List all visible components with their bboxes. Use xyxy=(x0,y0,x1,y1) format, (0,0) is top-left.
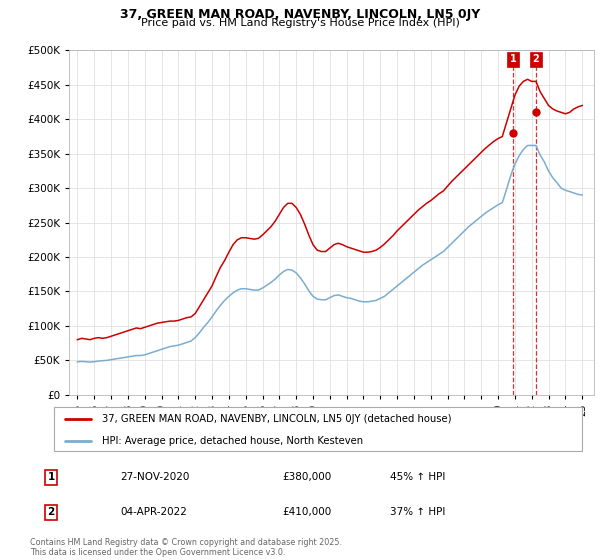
Text: 2: 2 xyxy=(533,54,539,64)
Text: 45% ↑ HPI: 45% ↑ HPI xyxy=(390,472,445,482)
Text: 1: 1 xyxy=(47,472,55,482)
Text: £380,000: £380,000 xyxy=(282,472,331,482)
Text: HPI: Average price, detached house, North Kesteven: HPI: Average price, detached house, Nort… xyxy=(101,436,362,446)
Text: 37, GREEN MAN ROAD, NAVENBY, LINCOLN, LN5 0JY: 37, GREEN MAN ROAD, NAVENBY, LINCOLN, LN… xyxy=(120,8,480,21)
Text: 27-NOV-2020: 27-NOV-2020 xyxy=(120,472,190,482)
Text: 37, GREEN MAN ROAD, NAVENBY, LINCOLN, LN5 0JY (detached house): 37, GREEN MAN ROAD, NAVENBY, LINCOLN, LN… xyxy=(101,414,451,424)
Text: 37% ↑ HPI: 37% ↑ HPI xyxy=(390,507,445,517)
Text: Contains HM Land Registry data © Crown copyright and database right 2025.
This d: Contains HM Land Registry data © Crown c… xyxy=(30,538,342,557)
Text: 1: 1 xyxy=(510,54,517,64)
Text: 04-APR-2022: 04-APR-2022 xyxy=(120,507,187,517)
Text: 2: 2 xyxy=(47,507,55,517)
Text: Price paid vs. HM Land Registry's House Price Index (HPI): Price paid vs. HM Land Registry's House … xyxy=(140,18,460,29)
Text: £410,000: £410,000 xyxy=(282,507,331,517)
